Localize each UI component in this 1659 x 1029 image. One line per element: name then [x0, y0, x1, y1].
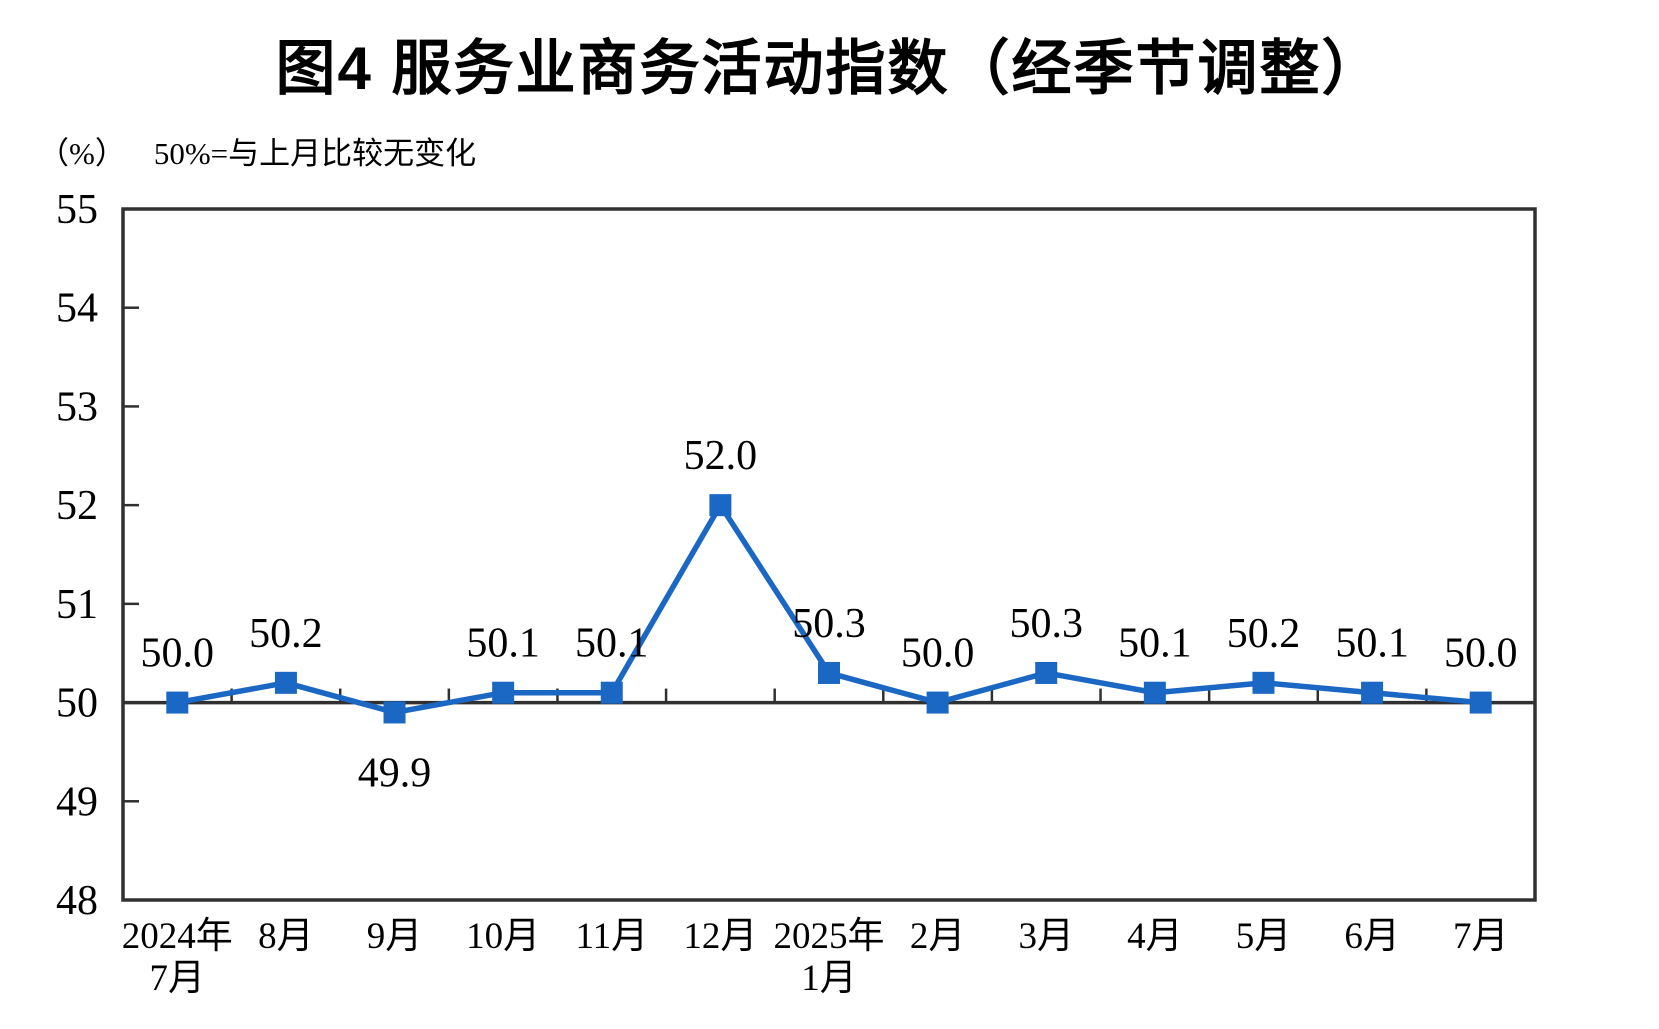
x-axis-label: 1月	[801, 958, 857, 999]
y-axis-label: 51	[56, 582, 98, 628]
data-point-marker	[926, 691, 949, 714]
data-point-label: 52.0	[684, 433, 758, 479]
x-axis-label: 8月	[258, 916, 314, 957]
data-point-marker	[818, 661, 840, 684]
data-point-label: 49.9	[358, 750, 432, 796]
data-point-label: 50.3	[792, 601, 866, 647]
x-axis-label: 9月	[367, 916, 423, 957]
data-point-marker	[1361, 681, 1384, 704]
x-axis-label: 7月	[1453, 916, 1509, 957]
data-point-label: 50.0	[141, 631, 215, 677]
x-axis-label: 11月	[575, 916, 648, 957]
data-point-label: 50.1	[575, 621, 649, 667]
data-point-marker	[709, 494, 732, 517]
y-axis-label: 50	[56, 681, 98, 727]
x-axis-label: 2月	[910, 916, 966, 957]
data-point-label: 50.0	[901, 631, 975, 677]
y-axis-label: 53	[56, 384, 98, 430]
y-axis-label: 54	[56, 286, 98, 332]
y-axis-label: 48	[56, 878, 98, 924]
y-axis-label: 49	[56, 779, 98, 825]
data-point-marker	[1469, 691, 1492, 714]
data-point-label: 50.2	[249, 611, 323, 657]
data-point-label: 50.1	[466, 621, 540, 667]
chart-subtitle-row: （%） 50%=与上月比较无变化	[38, 128, 476, 173]
x-axis-label: 12月	[683, 916, 757, 957]
data-point-label: 50.1	[1118, 621, 1192, 667]
x-axis-label: 7月	[150, 958, 206, 999]
data-point-label: 50.3	[1009, 601, 1083, 647]
y-axis-label: 55	[56, 187, 98, 233]
data-point-marker	[1143, 681, 1166, 704]
x-axis-label: 5月	[1236, 916, 1292, 957]
data-point-label: 50.2	[1227, 611, 1301, 657]
data-point-marker	[600, 681, 623, 704]
x-axis-label: 2025年	[774, 915, 885, 957]
data-point-marker	[1035, 661, 1058, 684]
x-axis-label: 3月	[1018, 916, 1074, 957]
x-axis-label: 6月	[1344, 916, 1400, 957]
y-axis-label: 52	[56, 483, 98, 529]
y-axis-unit-label: （%）	[38, 136, 126, 171]
chart-title: 图4 服务业商务活动指数（经季节调整）	[275, 35, 1384, 102]
data-point-label: 50.1	[1335, 621, 1409, 667]
baseline-note: 50%=与上月比较无变化	[153, 136, 477, 171]
plot-frame	[121, 207, 1537, 902]
x-axis-label: 4月	[1127, 916, 1183, 957]
data-point-marker	[166, 691, 189, 714]
data-point-marker	[274, 671, 297, 694]
data-point-label: 50.0	[1444, 631, 1518, 677]
x-axis-label: 2024年	[122, 915, 233, 957]
x-axis-label: 10月	[466, 916, 540, 957]
data-point-marker	[492, 681, 515, 704]
data-point-marker	[383, 701, 406, 724]
data-point-marker	[1252, 671, 1275, 694]
